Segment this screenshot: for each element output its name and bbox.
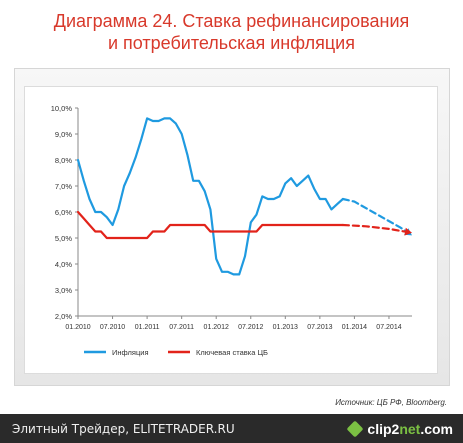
y-tick-label: 2,0% <box>55 312 72 321</box>
clip2net-leaf-icon <box>346 420 364 437</box>
x-tick-label: 01.2012 <box>204 324 229 331</box>
inflation-line <box>76 117 344 276</box>
y-tick-label: 6,0% <box>55 208 72 217</box>
x-tick-label: 07.2014 <box>376 324 401 331</box>
y-tick-label: 9,0% <box>55 130 72 139</box>
clip2net-logo[interactable]: clip2 net .com <box>346 419 453 438</box>
y-tick-label: 5,0% <box>55 234 72 243</box>
x-tick-label: 07.2012 <box>238 324 263 331</box>
source-note: Источник: ЦБ РФ, Bloomberg. <box>335 398 447 407</box>
x-tick-label: 07.2011 <box>169 324 194 331</box>
logo-accent: net <box>399 420 421 437</box>
logo-suffix: .com <box>420 420 453 437</box>
chart-title-line-2: и потребительская инфляция <box>108 33 355 53</box>
forecast-inflation-line <box>341 197 414 237</box>
x-tick-label: 01.2011 <box>135 324 160 331</box>
chart-title-line-1: Диаграмма 24. Ставка рефинансирования <box>53 11 410 31</box>
x-tick-label: 01.2013 <box>273 324 298 331</box>
x-tick-label: 07.2013 <box>307 324 332 331</box>
x-tick-label: 07.2010 <box>100 324 125 331</box>
y-tick-label: 8,0% <box>55 156 72 165</box>
key-rate-line <box>76 210 344 240</box>
footer-site-text: Элитный Трейдер, ELITETRADER.RU <box>12 422 235 436</box>
forecast-arrowhead <box>404 227 412 236</box>
y-tick-label: 7,0% <box>55 182 72 191</box>
chart-title: Диаграмма 24. Ставка рефинансирования и … <box>0 10 463 54</box>
y-tick-label: 3,0% <box>55 286 72 295</box>
plot-area <box>24 86 438 374</box>
legend-label: Ключевая ставка ЦБ <box>196 348 268 357</box>
x-tick-label: 01.2014 <box>342 324 367 331</box>
y-tick-label: 4,0% <box>55 260 72 269</box>
y-tick-label: 10,0% <box>51 104 73 113</box>
forecast-key-rate-line <box>341 223 414 234</box>
x-tick-label: 01.2010 <box>65 324 90 331</box>
logo-main: clip2 <box>367 420 400 437</box>
footer-bar: Элитный Трейдер, ELITETRADER.RU clip2 ne… <box>0 414 463 443</box>
legend-label: Инфляция <box>112 348 149 357</box>
